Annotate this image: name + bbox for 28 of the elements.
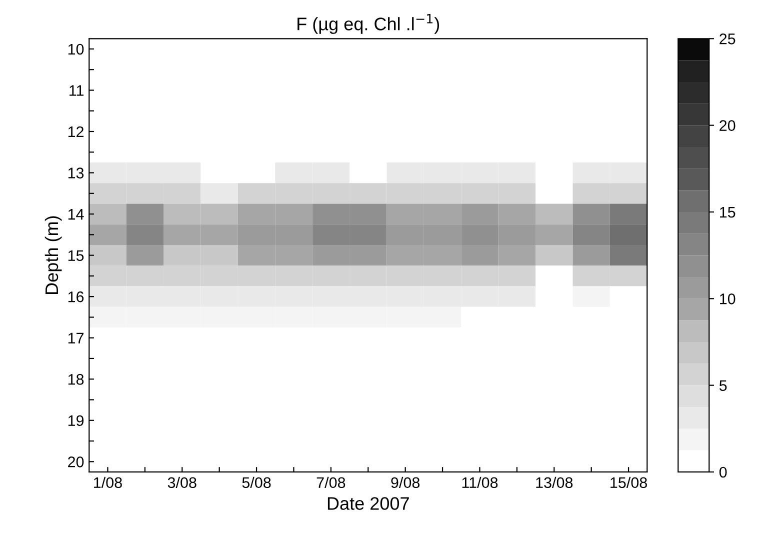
x-tick-label: 13/08 [536,476,573,488]
y-tick-label: 17 [68,332,84,344]
x-tick-label: 15/08 [610,476,647,488]
x-tick-label: 5/08 [242,476,271,488]
color-bar-label: 0 [719,466,727,478]
y-tick-label: 16 [68,291,84,302]
color-bar-label: 15 [720,206,736,218]
chart-title: F (µg eq. Chl .l$^{−1}$) [298,14,440,34]
x-tick-label: 7/08 [316,476,346,488]
color-bar-label: 10 [720,294,736,304]
x-axis-title: Date 2007 [328,497,409,510]
x-tick-label: 1/08 [94,476,122,488]
color-bar-label: 5 [719,380,727,391]
y-tick-label: 19 [68,415,84,426]
y-tick-label: 20 [68,456,84,468]
y-tick-label: 15 [68,250,84,261]
x-tick-label: 9/08 [391,476,420,488]
y-axis-title: Depth (m) [44,216,62,294]
y-tick-label: 14 [68,209,84,220]
y-tick-label: 18 [68,374,84,385]
x-tick-label: 3/08 [168,476,196,488]
y-tick-label: 10 [68,44,84,55]
color-bar-label: 25 [720,34,736,44]
color-bar-label: 20 [720,120,736,131]
y-tick-label: 12 [68,126,84,138]
y-tick-label: 13 [68,168,84,178]
x-tick-label: 11/08 [462,476,498,488]
y-tick-label: 11 [70,85,84,96]
